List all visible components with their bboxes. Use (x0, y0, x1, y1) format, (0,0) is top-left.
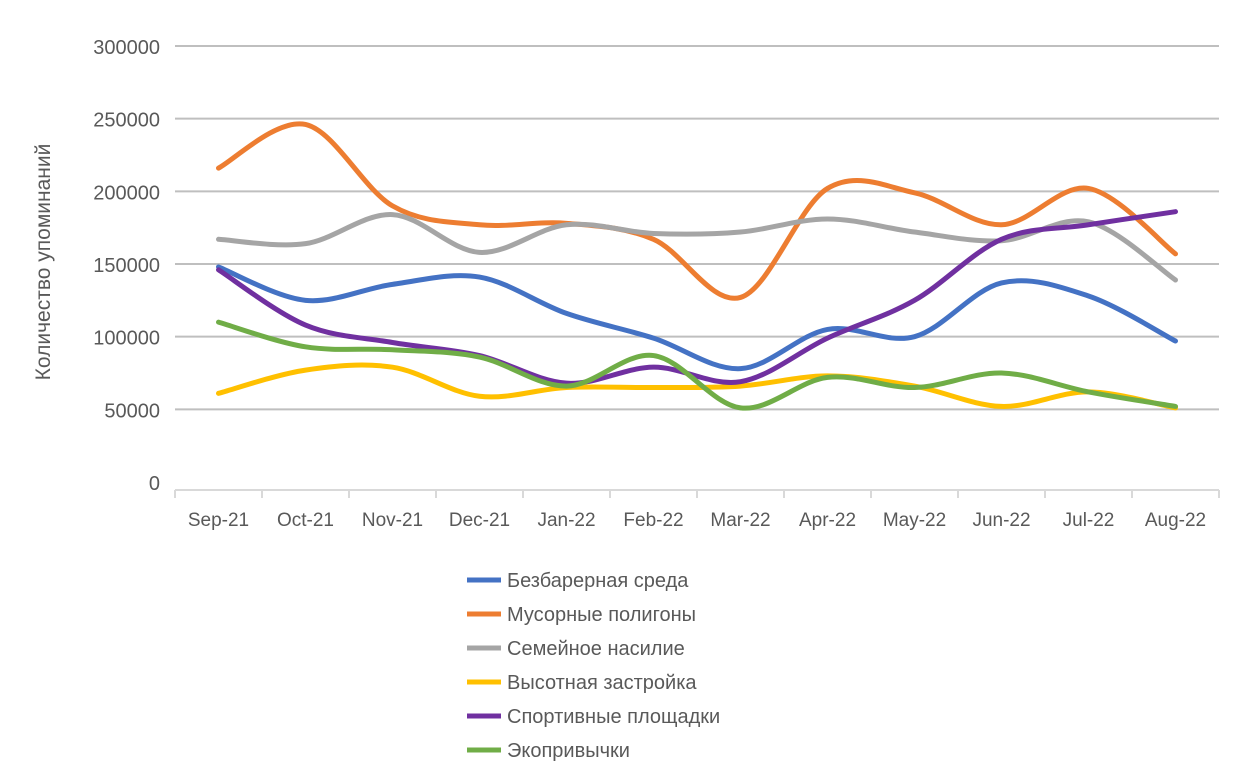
y-tick-label: 200000 (93, 182, 160, 204)
x-tick-label: Aug-22 (1145, 510, 1206, 531)
y-tick-label: 300000 (93, 37, 160, 59)
x-tick-label: Apr-22 (799, 510, 856, 531)
legend-label: Экопривычки (507, 740, 630, 762)
x-tick-label: Feb-22 (623, 510, 683, 531)
x-tick-label: Jan-22 (537, 510, 595, 531)
x-tick-label: Sep-21 (188, 510, 249, 531)
x-tick-label: May-22 (883, 510, 946, 531)
y-tick-label: 0 (149, 473, 160, 495)
y-tick-label: 150000 (93, 255, 160, 277)
legend: Безбарерная среда Мусорные полигоны Семейн… (467, 570, 720, 762)
legend-item: Семейное насилие (467, 638, 685, 660)
series-line-5 (216, 209, 1178, 386)
y-axis-ticks: 0 50000 100000 150000 200000 250000 300000 (93, 37, 160, 495)
legend-item: Экопривычки (467, 740, 630, 762)
series-lines (216, 121, 1178, 411)
x-tick-label: Jul-22 (1063, 510, 1115, 531)
y-tick-label: 100000 (93, 328, 160, 350)
x-tick-label: Nov-21 (362, 510, 423, 531)
x-tick-label: Oct-21 (277, 510, 334, 531)
legend-label: Безбарерная среда (507, 570, 689, 592)
legend-item: Спортивные площадки (467, 706, 720, 728)
y-tick-label: 50000 (104, 400, 160, 422)
series-line-6 (216, 319, 1178, 411)
legend-label: Семейное насилие (507, 638, 685, 660)
series-line-4 (216, 362, 1178, 411)
y-tick-label: 250000 (93, 110, 160, 132)
legend-item: Мусорные полигоны (467, 604, 696, 626)
legend-item: Безбарерная среда (467, 570, 689, 592)
y-axis-title: Количество упоминаний (32, 144, 55, 381)
series-line-1 (216, 264, 1178, 372)
legend-item: Высотная застройка (467, 672, 697, 694)
x-tick-label: Jun-22 (972, 510, 1030, 531)
series-line-2 (216, 121, 1178, 301)
legend-label: Спортивные площадки (507, 706, 720, 728)
x-tick-label: Mar-22 (710, 510, 770, 531)
x-axis: Sep-21 Oct-21 Nov-21 Dec-21 Jan-22 Feb-22 Mar-… (174, 489, 1220, 531)
series-line-3 (216, 212, 1178, 283)
legend-label: Высотная застройка (507, 672, 697, 694)
x-tick-label: Dec-21 (449, 510, 510, 531)
legend-label: Мусорные полигоны (507, 604, 696, 626)
